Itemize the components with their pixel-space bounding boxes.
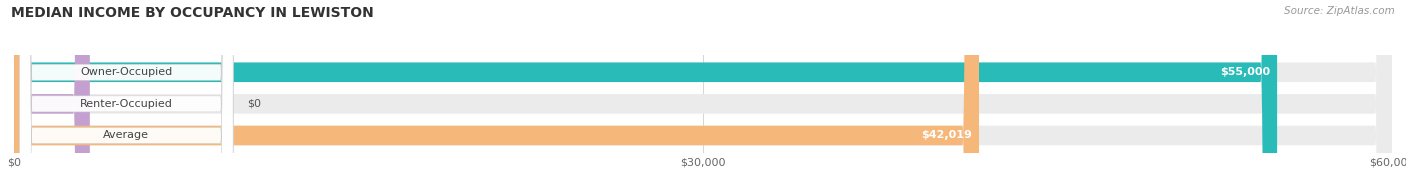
FancyBboxPatch shape bbox=[14, 0, 1392, 196]
Text: Source: ZipAtlas.com: Source: ZipAtlas.com bbox=[1284, 6, 1395, 16]
FancyBboxPatch shape bbox=[20, 0, 233, 196]
Text: MEDIAN INCOME BY OCCUPANCY IN LEWISTON: MEDIAN INCOME BY OCCUPANCY IN LEWISTON bbox=[11, 6, 374, 20]
Text: $0: $0 bbox=[247, 99, 262, 109]
Text: Renter-Occupied: Renter-Occupied bbox=[80, 99, 173, 109]
Text: $42,019: $42,019 bbox=[921, 131, 972, 141]
FancyBboxPatch shape bbox=[14, 0, 1277, 196]
FancyBboxPatch shape bbox=[14, 0, 979, 196]
Text: $55,000: $55,000 bbox=[1220, 67, 1270, 77]
Text: Owner-Occupied: Owner-Occupied bbox=[80, 67, 173, 77]
FancyBboxPatch shape bbox=[14, 0, 90, 196]
FancyBboxPatch shape bbox=[20, 0, 233, 196]
FancyBboxPatch shape bbox=[20, 0, 233, 196]
FancyBboxPatch shape bbox=[14, 0, 1392, 196]
FancyBboxPatch shape bbox=[14, 0, 1392, 196]
Text: Average: Average bbox=[104, 131, 149, 141]
